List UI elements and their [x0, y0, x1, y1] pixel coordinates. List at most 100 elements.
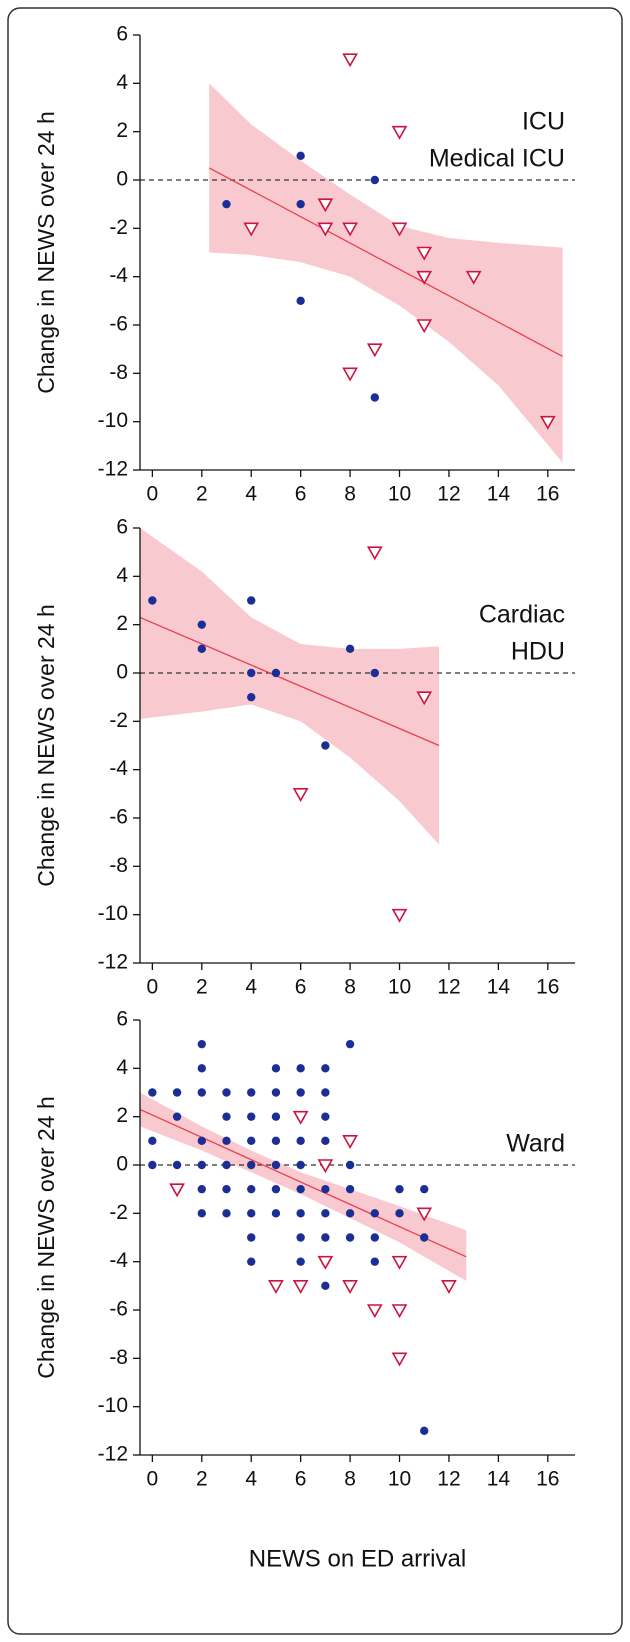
point [197, 1064, 206, 1073]
x-tick-label: 8 [344, 1468, 356, 1491]
point [420, 1426, 429, 1436]
point [271, 1160, 281, 1170]
x-tick-label: 0 [147, 483, 159, 506]
point [222, 1160, 231, 1170]
y-tick-label: -10 [98, 902, 128, 925]
point [391, 1304, 408, 1319]
point [169, 1183, 185, 1198]
y-tick-label: -2 [109, 1201, 128, 1224]
point [247, 692, 256, 702]
confidence-band [209, 83, 563, 463]
point [345, 1233, 355, 1242]
point [271, 1209, 281, 1218]
point [391, 1352, 408, 1367]
point [148, 596, 157, 605]
y-tick-label: -8 [109, 1346, 128, 1369]
point [197, 1088, 206, 1097]
point [172, 1088, 182, 1097]
y-tick-label: -4 [109, 757, 128, 780]
point [243, 222, 260, 237]
point [296, 1136, 305, 1146]
point [172, 1112, 182, 1121]
x-tick-label: 16 [536, 976, 559, 999]
point [321, 1184, 330, 1194]
point [321, 1088, 330, 1097]
y-axis-label: Change in NEWS over 24 h [33, 604, 59, 887]
y-tick-label: 6 [116, 23, 128, 46]
point [222, 1112, 231, 1121]
point [296, 1257, 305, 1266]
y-tick-label: -6 [109, 806, 128, 829]
y-tick-label: -4 [109, 264, 128, 287]
point [539, 415, 556, 430]
point [366, 1304, 383, 1319]
point [172, 1160, 182, 1170]
point [247, 1209, 256, 1218]
point [247, 668, 256, 678]
y-tick-label: -4 [109, 1249, 128, 1272]
point [370, 393, 380, 402]
point [271, 1088, 281, 1097]
point [321, 1233, 330, 1242]
point [345, 644, 355, 654]
point [416, 1207, 433, 1222]
x-tick-label: 0 [147, 976, 159, 999]
y-tick-label: 6 [116, 516, 128, 539]
x-tick-label: 6 [295, 1468, 307, 1491]
point [317, 1159, 334, 1174]
x-tick-label: 4 [245, 976, 257, 999]
y-tick-label: -6 [109, 1298, 128, 1321]
point [197, 1209, 206, 1218]
fit-line [140, 616, 440, 747]
point [345, 1209, 355, 1218]
point [416, 270, 433, 285]
y-tick-label: 2 [116, 1104, 128, 1127]
y-tick-label: 2 [116, 119, 128, 142]
x-tick-label: 12 [437, 976, 460, 999]
point [247, 1088, 256, 1097]
point [391, 908, 408, 923]
point [197, 1136, 206, 1146]
point [296, 1088, 305, 1097]
point [391, 1255, 408, 1270]
x-tick-label: 2 [196, 1468, 208, 1491]
y-tick-label: -12 [98, 951, 128, 974]
y-tick-label: 6 [116, 1008, 128, 1031]
point [321, 1112, 330, 1121]
y-tick-label: -12 [98, 458, 128, 481]
point [197, 1039, 206, 1049]
point [342, 222, 358, 237]
point [148, 1160, 157, 1170]
y-tick-label: -6 [109, 313, 128, 336]
point [296, 1064, 305, 1073]
point [296, 151, 305, 161]
point [271, 1064, 281, 1073]
x-tick-label: 0 [147, 1468, 159, 1491]
point [296, 199, 305, 209]
point [441, 1280, 457, 1294]
y-tick-label: -12 [98, 1443, 128, 1466]
point [222, 1136, 231, 1146]
y-tick-label: -2 [109, 709, 128, 732]
point [247, 1136, 256, 1146]
point [420, 1184, 429, 1194]
y-tick-label: -2 [109, 216, 128, 239]
annotation: ICU [522, 108, 565, 136]
point [271, 1136, 281, 1146]
annotation: Cardiac [479, 601, 565, 629]
point [416, 691, 433, 706]
point [197, 1160, 206, 1170]
point [366, 343, 383, 358]
point [148, 1088, 157, 1097]
plot-area [140, 1039, 575, 1436]
y-tick-label: 4 [116, 1056, 128, 1079]
y-tick-label: -10 [98, 409, 128, 432]
point [370, 1233, 380, 1242]
x-tick-label: 2 [196, 976, 208, 999]
y-tick-label: 0 [116, 661, 128, 684]
y-tick-label: 0 [116, 168, 128, 191]
point [370, 1257, 380, 1266]
y-tick-label: -10 [98, 1394, 128, 1417]
point [292, 1110, 309, 1125]
x-tick-label: 14 [487, 483, 511, 506]
